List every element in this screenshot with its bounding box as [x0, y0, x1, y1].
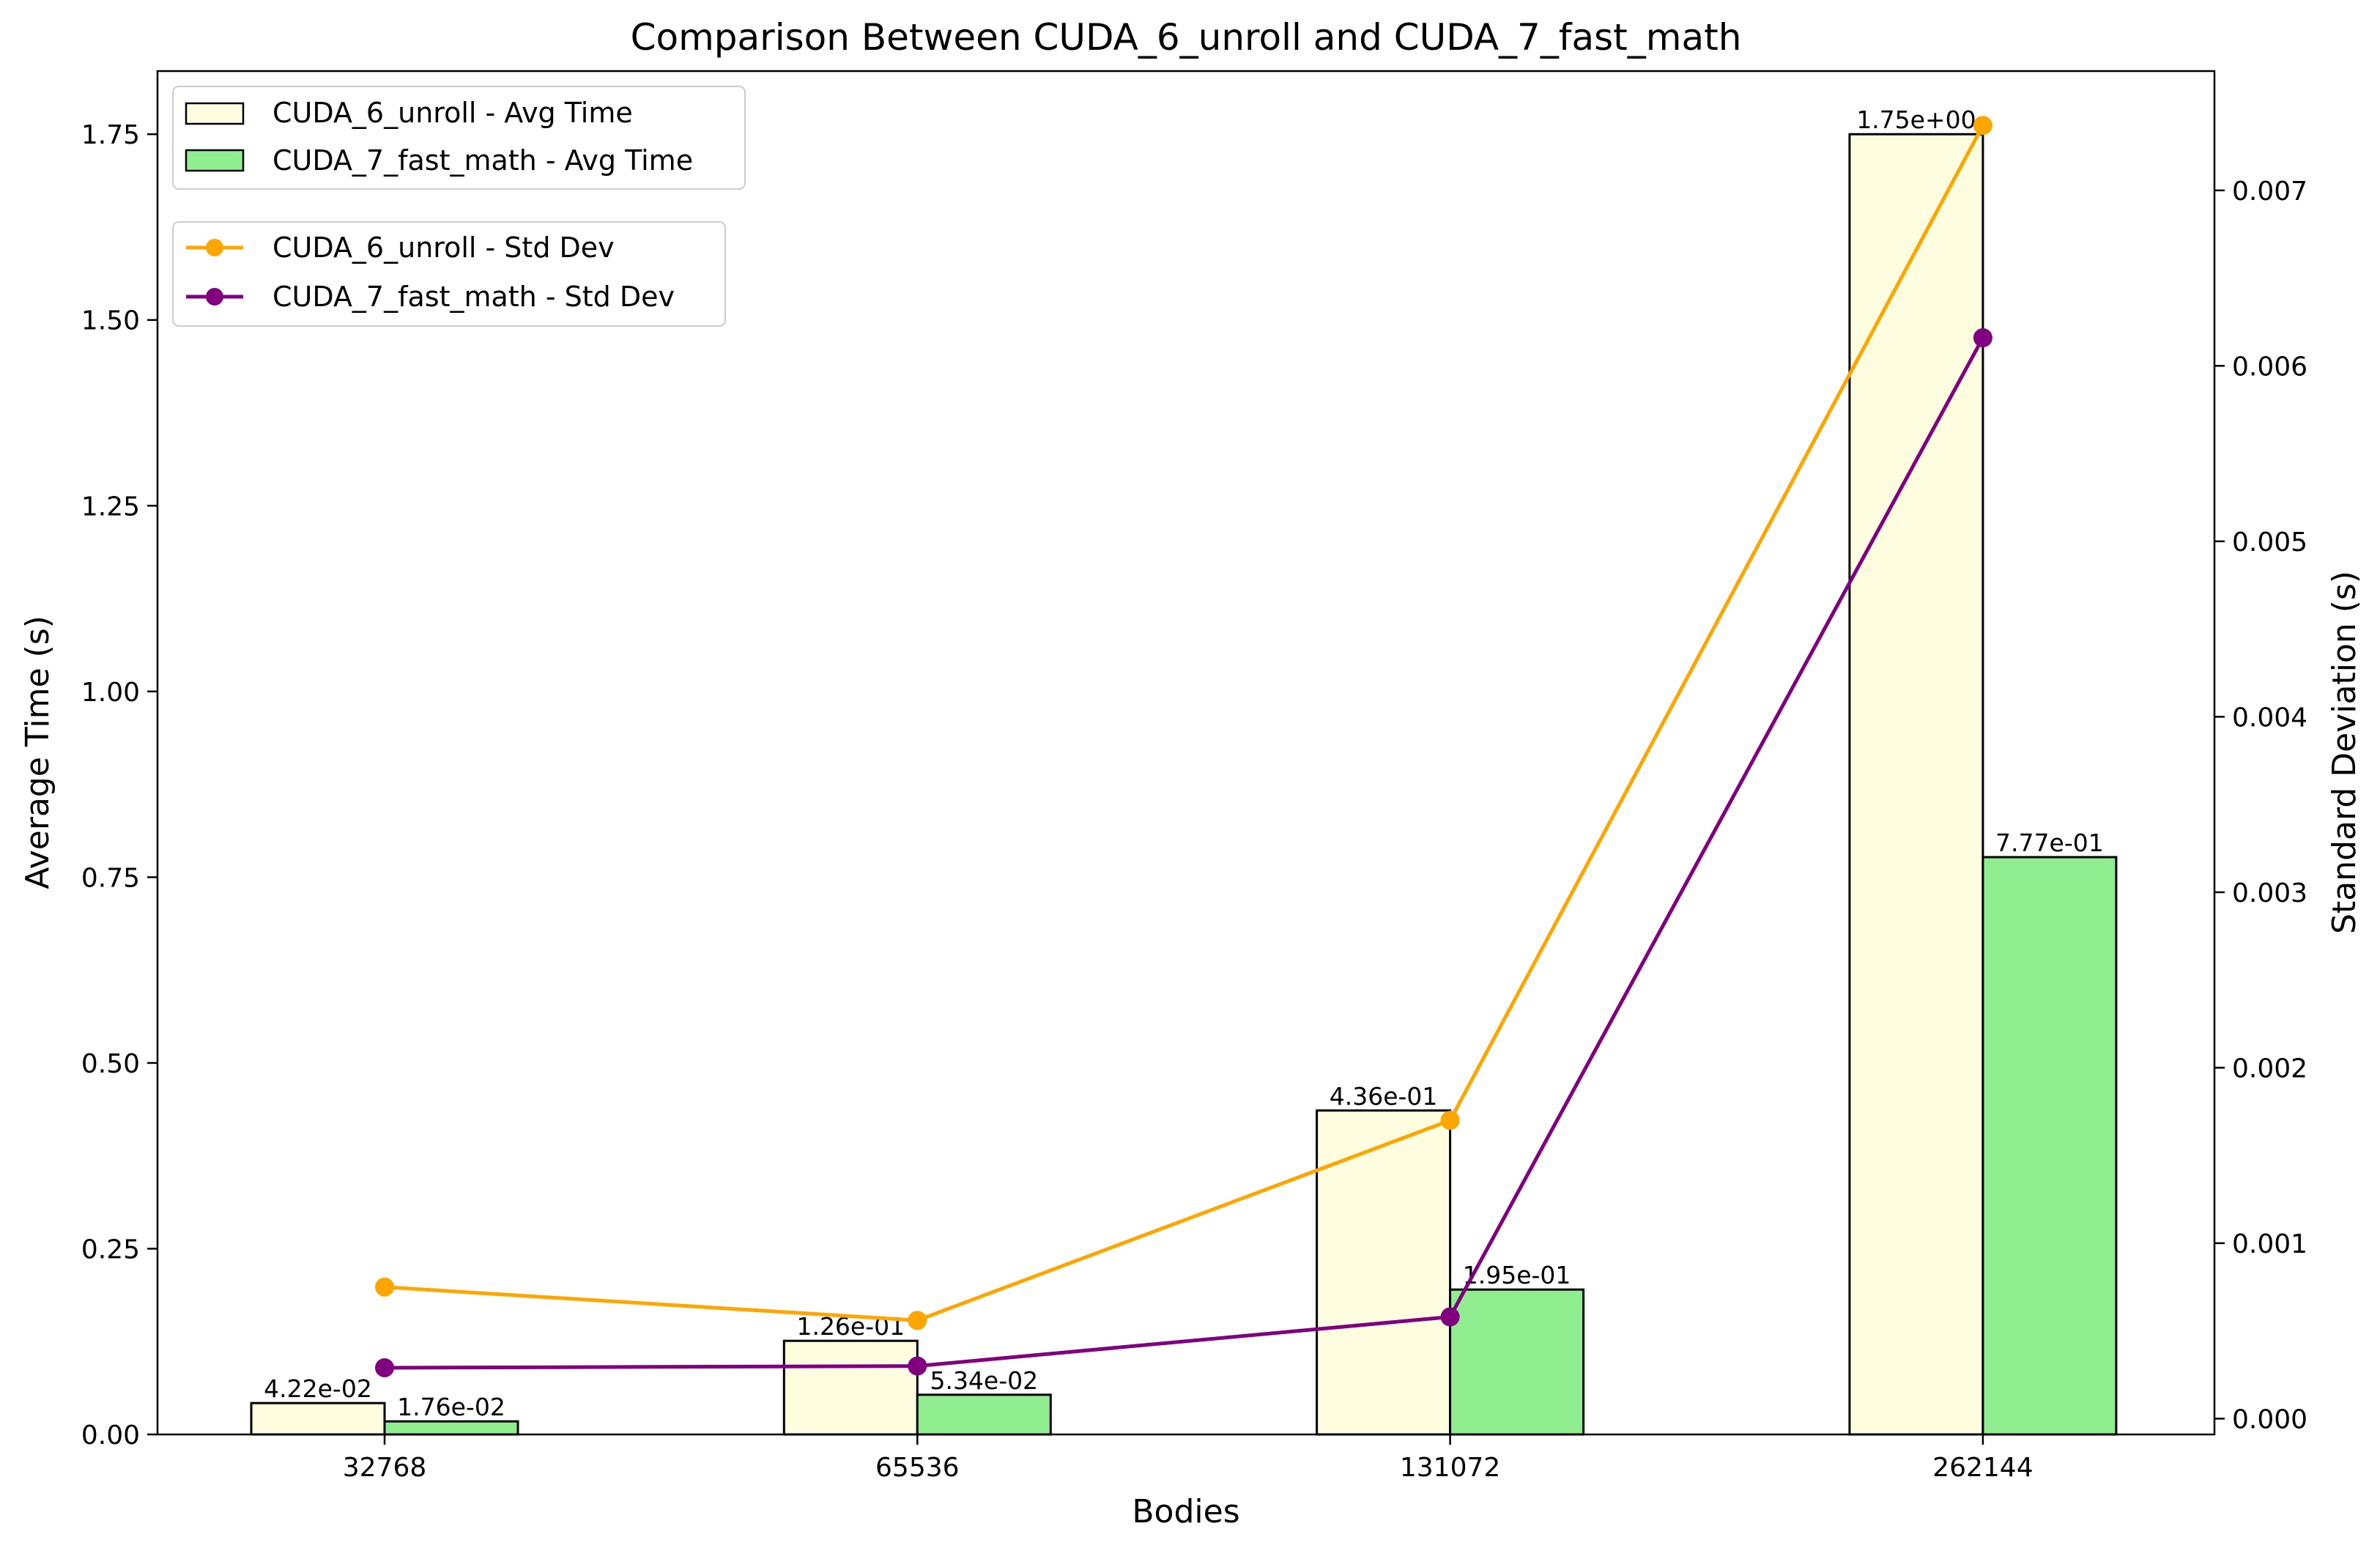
- y2-tick-label: 0.004: [2232, 703, 2307, 733]
- legend-label-cuda7-avg: CUDA_7_fast_math - Avg Time: [273, 144, 693, 177]
- bar-label-cuda-7-fast-math-avg-time-32768: 1.76e-02: [397, 1393, 505, 1421]
- right-axis: 0.000 0.001 0.002 0.003 0.004 0.005 0.006 0.007: [2214, 177, 2307, 1434]
- line-cuda-6-unroll-std-dev: [384, 125, 1985, 1322]
- x-tick-label-32768: 32768: [343, 1453, 427, 1483]
- point-cuda-6-unroll-std-dev-262144: [1973, 116, 1992, 136]
- legend-marker-cuda7-std: [206, 288, 223, 305]
- y-tick-label: 1.75: [81, 120, 140, 150]
- y2-tick-label: 0.005: [2232, 527, 2307, 558]
- bar-cuda-7-fast-math-avg-time-32768: [383, 1420, 519, 1436]
- lines-group: [375, 116, 1992, 1377]
- x-tick-label-262144: 262144: [1932, 1453, 2033, 1483]
- bar-label-cuda-6-unroll-avg-time-32768: 4.22e-02: [264, 1374, 372, 1403]
- y2-tick-label: 0.002: [2232, 1053, 2307, 1084]
- bar-label-cuda-7-fast-math-avg-time-131072: 1.95e-01: [1463, 1261, 1571, 1289]
- point-cuda-6-unroll-std-dev-131072: [1440, 1111, 1460, 1130]
- y-tick-label: 0.25: [81, 1234, 140, 1264]
- legend-swatch-cuda7-avg: [185, 149, 245, 172]
- y2-tick-label: 0.003: [2232, 878, 2307, 908]
- legend-label-cuda7-std: CUDA_7_fast_math - Std Dev: [273, 281, 675, 313]
- legend-label-cuda6-std: CUDA_6_unroll - Std Dev: [273, 232, 615, 264]
- x-tick-label-65536: 65536: [875, 1453, 960, 1483]
- y2-tick-label: 0.001: [2232, 1229, 2307, 1259]
- y-axis-label: Average Time (s): [19, 615, 56, 889]
- y-tick-label: 0.75: [81, 863, 140, 893]
- point-cuda-7-fast-math-std-dev-262144: [1973, 328, 1992, 348]
- legend-label-cuda6-avg: CUDA_6_unroll - Avg Time: [273, 97, 633, 129]
- legend-lines-frame: [172, 221, 726, 327]
- x-axis: 32768 65536 131072 262144: [343, 1434, 2034, 1483]
- x-axis-label: Bodies: [1132, 1493, 1239, 1530]
- bar-cuda-6-unroll-avg-time-262144: [1848, 133, 1984, 1436]
- point-cuda-7-fast-math-std-dev-32768: [375, 1358, 394, 1377]
- point-cuda-7-fast-math-std-dev-131072: [1440, 1307, 1460, 1327]
- x-tick-label-131072: 131072: [1400, 1453, 1500, 1483]
- y-tick-label: 1.00: [81, 678, 140, 708]
- legend-bars-frame: [172, 86, 746, 190]
- bars-group: [250, 133, 2118, 1436]
- y-tick-label: 1.25: [81, 492, 140, 522]
- y2-tick-label: 0.006: [2232, 352, 2307, 382]
- bar-cuda-7-fast-math-avg-time-262144: [1982, 856, 2118, 1436]
- bar-cuda-7-fast-math-avg-time-131072: [1449, 1288, 1585, 1436]
- point-cuda-7-fast-math-std-dev-65536: [908, 1356, 927, 1376]
- bar-cuda-6-unroll-avg-time-131072: [1316, 1109, 1452, 1436]
- bar-label-cuda-6-unroll-avg-time-131072: 4.36e-01: [1330, 1082, 1438, 1111]
- plot-frame: [156, 70, 2216, 1436]
- legend-bars: CUDA_6_unroll - Avg Time CUDA_7_fast_mat…: [172, 86, 746, 190]
- bar-label-cuda-7-fast-math-avg-time-65536: 5.34e-02: [930, 1366, 1038, 1395]
- bar-label-cuda-7-fast-math-avg-time-262144: 7.77e-01: [1995, 829, 2104, 857]
- bar-cuda-6-unroll-avg-time-65536: [782, 1339, 919, 1436]
- point-cuda-6-unroll-std-dev-32768: [375, 1277, 394, 1297]
- bar-cuda-7-fast-math-avg-time-65536: [916, 1393, 1052, 1436]
- legend-marker-cuda6-std: [206, 239, 223, 256]
- legend-swatch-cuda6-avg: [185, 102, 245, 125]
- y-tick-label: 0.50: [81, 1049, 140, 1079]
- legend-lines: CUDA_6_unroll - Std Dev CUDA_7_fast_math…: [172, 221, 726, 327]
- y-tick-label: 0.00: [81, 1421, 140, 1451]
- point-cuda-6-unroll-std-dev-65536: [908, 1311, 927, 1330]
- y2-axis-label: Standard Deviation (s): [2326, 571, 2363, 934]
- left-axis: 0.00 0.25 0.50 0.75 1.00 1.25 1.50 1.75: [81, 120, 157, 1451]
- y2-tick-label: 0.000: [2232, 1404, 2307, 1434]
- chart-title: Comparison Between CUDA_6_unroll and CUD…: [631, 16, 1742, 59]
- y-tick-label: 1.50: [81, 306, 140, 336]
- bar-cuda-6-unroll-avg-time-32768: [250, 1401, 386, 1436]
- line-cuda-7-fast-math-std-dev: [384, 336, 1985, 1370]
- y2-tick-label: 0.007: [2232, 177, 2307, 207]
- bar-label-cuda-6-unroll-avg-time-262144: 1.75e+00: [1856, 105, 1976, 134]
